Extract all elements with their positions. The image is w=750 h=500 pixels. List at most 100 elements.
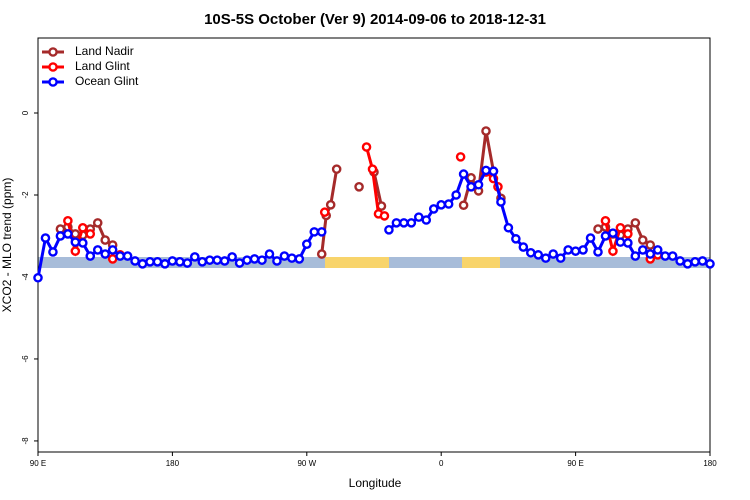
point [690,257,700,267]
point [160,259,170,269]
point [608,246,618,256]
point [272,256,282,266]
legend-label: Land Glint [75,59,130,73]
x-tick-label: 90 W [297,459,316,468]
point [600,216,611,226]
point [466,181,476,192]
chart-title: 10S-5S October (Ver 9) 2014-09-06 to 201… [204,11,546,28]
point [570,246,581,256]
point [264,249,275,259]
land-strip [462,257,500,268]
point [503,222,514,233]
point [219,256,230,266]
point [675,256,685,266]
point [540,253,551,263]
y-axis-label: XCO2 - MLO trend (ppm) [0,178,14,313]
point [70,237,81,247]
point [585,233,596,243]
point [145,257,155,267]
point [533,250,544,260]
point [443,199,454,209]
point [660,251,671,261]
point [367,164,378,174]
point [301,239,312,249]
point [92,245,103,255]
point [361,142,372,152]
point [436,200,447,210]
point [100,235,110,245]
x-tick-label: 180 [703,459,717,468]
point [107,254,118,264]
point [70,246,81,256]
legend-label: Ocean Glint [75,74,139,88]
point [455,152,466,162]
point [555,253,566,263]
y-tick-label: -2 [21,191,30,199]
point [152,257,163,267]
point [294,254,305,264]
point [481,165,491,176]
point [473,179,484,190]
point [399,218,409,228]
point [458,200,469,211]
point [608,228,618,238]
y-tick-label: 0 [21,110,30,115]
point [563,245,573,255]
point [451,190,461,200]
point [652,245,663,255]
point [122,251,133,261]
point [697,256,708,266]
point [182,258,193,268]
point [227,252,237,262]
point [645,249,656,259]
point [511,234,521,244]
legend-marker [48,62,58,72]
point [33,272,43,283]
point [78,238,88,248]
point [316,227,327,237]
point [234,258,245,268]
point [257,255,267,265]
series-line [66,146,659,261]
point [413,212,424,222]
point [78,222,88,233]
point [167,256,178,266]
x-tick-label: 90 E [567,459,583,468]
point [92,218,103,228]
point [593,224,603,234]
land-strip [325,257,389,268]
point [175,257,185,267]
point [615,237,626,247]
point [325,200,336,210]
point [496,197,506,207]
point [682,259,693,269]
point [623,238,633,248]
point [615,222,626,233]
point [137,259,148,269]
point [630,218,641,228]
point [242,255,252,265]
point [354,181,364,192]
point [593,247,603,257]
point [331,164,342,174]
point [578,245,588,255]
point [379,211,390,221]
y-tick-label: -4 [21,273,30,281]
point [319,207,330,218]
point [63,216,73,226]
point [115,251,125,261]
point [63,229,73,239]
point [391,218,402,228]
point [481,126,491,136]
point [130,256,140,266]
point [48,247,58,257]
point [212,255,222,265]
point [645,240,656,250]
y-tick-label: -6 [21,355,30,363]
point [287,253,297,263]
point [458,169,469,179]
point [630,251,641,261]
point [107,245,118,255]
point [705,259,715,269]
